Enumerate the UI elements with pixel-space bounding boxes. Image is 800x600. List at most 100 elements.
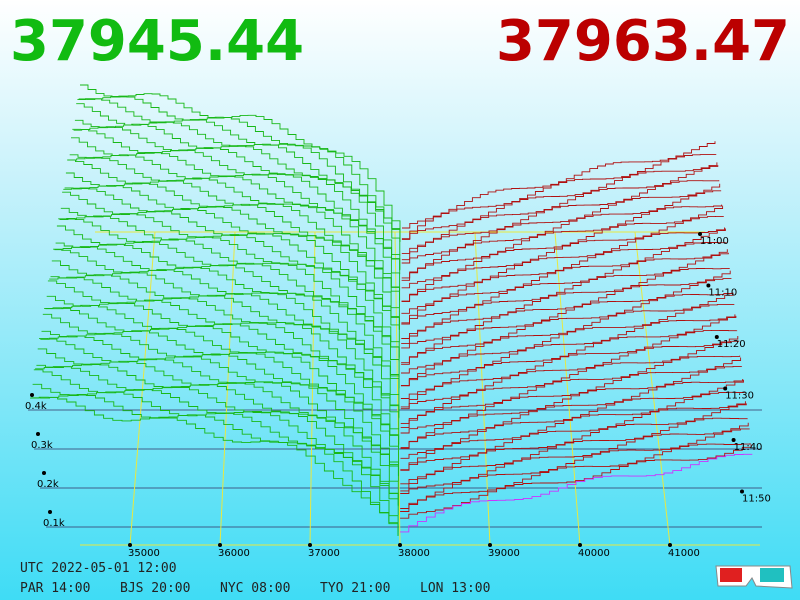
bid-curve	[36, 363, 399, 507]
ask-curve	[401, 154, 717, 240]
depth-label: 0.1k	[43, 518, 65, 529]
bid-curve	[68, 156, 400, 300]
ask-curve	[401, 268, 730, 345]
bid-curve	[69, 154, 401, 301]
price-label: 36000	[218, 548, 250, 559]
time-dot	[698, 232, 702, 236]
time-label: 11:10	[708, 288, 737, 299]
cyan-lens	[760, 568, 784, 582]
price-grid	[554, 231, 581, 546]
bid-curve	[41, 330, 399, 477]
depth-dot	[42, 471, 46, 475]
ask-curve	[401, 165, 719, 254]
bid-curve	[77, 98, 401, 242]
ask-curve	[401, 190, 722, 279]
bid-price: 37945.44	[10, 9, 304, 74]
bid-curve	[59, 215, 400, 359]
zone-time: LON 13:00	[420, 581, 490, 596]
bid-curve	[62, 191, 400, 343]
ask-curve	[400, 340, 740, 425]
price-label: 40000	[578, 548, 610, 559]
price-label: 38000	[398, 548, 430, 559]
depth-curves	[30, 84, 753, 536]
ask-curve	[400, 379, 744, 459]
ask-price: 37963.47	[496, 9, 790, 74]
depth-dot	[48, 510, 52, 514]
ask-curve	[400, 401, 746, 471]
depth-label: 0.2k	[37, 479, 59, 490]
time-label: 11:50	[742, 494, 771, 505]
ask-curve	[401, 180, 720, 261]
time-dot	[714, 335, 719, 339]
zone-time: BJS 20:00	[120, 581, 190, 596]
bid-curve	[74, 119, 401, 270]
bid-curve	[50, 274, 400, 419]
bid-curve	[63, 187, 400, 330]
ask-curve	[401, 162, 718, 240]
bid-curve	[73, 126, 401, 271]
bid-curve	[72, 128, 401, 275]
bid-curve	[78, 95, 401, 242]
ask-curve	[400, 365, 743, 448]
depth-label: 0.4k	[25, 401, 47, 412]
price-dot	[218, 543, 222, 547]
time-dot	[731, 438, 736, 442]
ask-curve	[401, 303, 735, 386]
bid-curve	[58, 218, 400, 362]
ask-curve	[400, 314, 736, 387]
price-dot	[398, 543, 402, 547]
ask-curve	[400, 453, 753, 533]
bid-curve	[45, 304, 400, 448]
bid-curve	[35, 366, 399, 506]
ask-curve	[400, 403, 747, 485]
time-label: 11:20	[717, 339, 746, 350]
floor-grid	[28, 231, 762, 546]
ask-curve	[400, 379, 743, 449]
ask-curve	[401, 228, 726, 314]
ask-curve	[401, 227, 725, 302]
ask-curve	[401, 204, 723, 281]
price-label: 39000	[488, 548, 520, 559]
price-dot	[308, 543, 312, 547]
red-lens	[720, 568, 742, 582]
ask-curve	[401, 252, 729, 339]
bid-curve	[33, 369, 399, 516]
time-label: 11:00	[700, 236, 729, 247]
bid-curve	[55, 242, 400, 389]
price-dot	[578, 543, 582, 547]
ask-curve	[400, 329, 738, 408]
ask-curve	[400, 443, 751, 512]
bid-curve	[30, 396, 399, 536]
price-label: 41000	[668, 548, 700, 559]
price-label: 37000	[308, 548, 340, 559]
zone-time: PAR 14:00	[20, 581, 90, 596]
bid-curve	[32, 383, 399, 532]
depth-dot	[36, 432, 40, 436]
glasses-icon[interactable]	[715, 565, 793, 589]
utc-time: UTC 2022-05-01 12:00	[20, 561, 177, 576]
bid-curve	[56, 225, 400, 377]
bid-curve	[80, 84, 401, 238]
bid-curve	[40, 335, 399, 476]
ask-curve	[401, 291, 733, 365]
ask-curve	[401, 278, 732, 364]
ask-curve	[401, 215, 724, 302]
ask-curve	[400, 355, 741, 429]
zone-time: NYC 08:00	[220, 581, 290, 596]
price-dot	[128, 543, 132, 547]
bid-curve	[31, 394, 399, 536]
time-label: 11:30	[725, 391, 754, 402]
bid-curve	[51, 260, 400, 412]
time-dot	[740, 489, 744, 494]
ask-curve	[400, 428, 750, 509]
bid-curve	[65, 172, 400, 325]
depth-label: 0.3k	[31, 440, 53, 451]
time-dot	[706, 283, 711, 288]
ask-curve	[400, 391, 745, 471]
price-label: 35000	[128, 548, 160, 559]
bid-curve	[37, 348, 399, 499]
depth-dot	[30, 393, 34, 397]
ask-curve	[400, 357, 742, 434]
